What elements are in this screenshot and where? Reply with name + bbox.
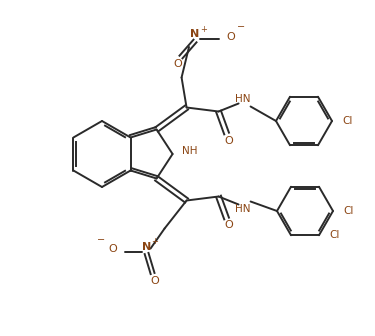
Text: Cl: Cl	[342, 116, 352, 126]
Text: HN: HN	[235, 93, 250, 103]
Text: O: O	[108, 245, 117, 254]
Text: Cl: Cl	[329, 230, 339, 240]
Text: O: O	[226, 32, 236, 42]
Text: O: O	[174, 59, 182, 69]
Text: O: O	[150, 276, 159, 286]
Text: O: O	[224, 135, 233, 145]
Text: NH: NH	[182, 146, 197, 156]
Text: −: −	[237, 22, 245, 32]
Text: Cl: Cl	[343, 206, 353, 216]
Text: N: N	[142, 242, 151, 252]
Text: O: O	[224, 220, 233, 230]
Text: −: −	[98, 235, 106, 245]
Text: N: N	[190, 29, 200, 39]
Text: +: +	[152, 238, 159, 247]
Text: +: +	[200, 25, 207, 34]
Text: HN: HN	[235, 205, 250, 214]
